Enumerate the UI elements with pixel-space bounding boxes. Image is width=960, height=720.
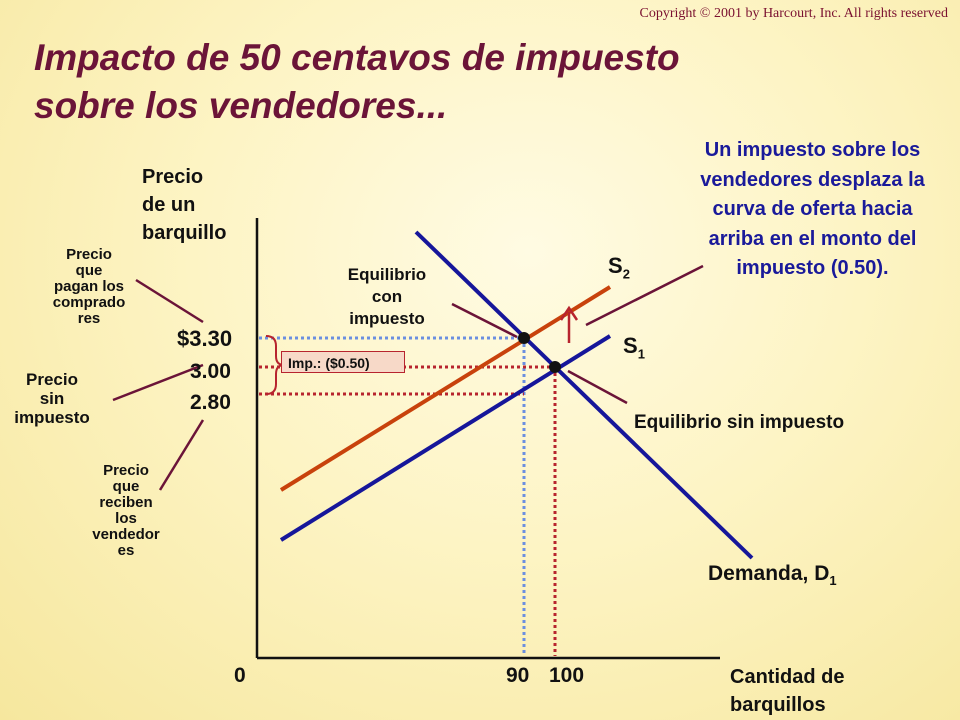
label-no-tax-line: impuesto — [14, 408, 90, 427]
pointer-eq-without-tax — [567, 369, 628, 405]
label-s2-subscript: 2 — [622, 266, 630, 282]
tick-qty-0: 0 — [234, 664, 246, 687]
label-buyers-pay-line: pagan los — [53, 278, 124, 295]
label-demand-subscript: 1 — [829, 573, 837, 589]
y-axis-title-line-1: Precio — [142, 166, 204, 188]
label-eq-tax-line: Equilibrio — [347, 265, 427, 284]
y-axis-title: Precio de un barquillo — [142, 163, 226, 247]
x-axis-title-line-2: barquillos — [730, 694, 826, 716]
label-sellers-receive-line: es — [117, 542, 135, 559]
label-eq-tax-line: impuesto — [349, 309, 425, 328]
equilibrium-with-tax-point — [518, 332, 530, 344]
pointer-tax-note — [585, 264, 704, 327]
tick-qty-100: 100 — [549, 664, 585, 687]
pointer-sellers-receive — [158, 419, 205, 491]
label-buyers-pay-line: comprado — [52, 294, 126, 311]
label-buyers-pay-line: res — [77, 310, 101, 327]
pointer-buyers-pay — [135, 278, 204, 324]
label-demand-d1: Demanda, D1 — [708, 562, 837, 588]
tick-price-3-30: $3.30 — [177, 326, 233, 351]
demand-curve-d1 — [414, 230, 754, 560]
label-buyers-pay-line: Precio — [66, 246, 112, 263]
label-buyers-pay-line: que — [75, 262, 103, 279]
label-buyers-pay: Precio que pagan los comprado res — [36, 247, 142, 327]
label-sellers-receive: Precio que reciben los vendedor es — [74, 463, 178, 559]
label-no-tax-line: sin — [39, 389, 65, 408]
x-axis-title: Cantidad de barquillos — [730, 663, 844, 719]
title-line-2: sobre los vendedores... — [34, 85, 448, 126]
supply-shift-arrowhead — [559, 305, 579, 321]
label-sellers-receive-line: reciben — [99, 494, 153, 511]
title-line-1: Impacto de 50 centavos de impuesto — [34, 37, 680, 78]
tick-price-3-00: 3.00 — [190, 360, 231, 383]
label-s2-letter: S — [608, 253, 623, 278]
tax-amount-box: Imp.: ($0.50) — [281, 351, 405, 373]
label-equilibrium-without-tax: Equilibrio sin impuesto — [634, 412, 845, 433]
label-eq-tax-line: con — [371, 287, 403, 306]
pointer-eq-with-tax — [451, 302, 518, 339]
label-equilibrium-with-tax: Equilibrio con impuesto — [332, 264, 442, 330]
tick-qty-90: 90 — [506, 664, 530, 687]
tax-explanation-note: Un impuesto sobre los vendedores desplaz… — [700, 139, 925, 279]
x-axis-title-line-1: Cantidad de — [730, 666, 845, 688]
supply-curve-s2 — [279, 285, 612, 492]
y-axis-title-line-3: barquillo — [142, 222, 227, 244]
label-supply-s2: S2 — [608, 253, 630, 281]
label-supply-s1: S1 — [623, 333, 645, 361]
label-no-tax-line: Precio — [26, 370, 78, 389]
label-demand-text: Demanda, D — [708, 562, 830, 585]
copyright-notice: Copyright © 2001 by Harcourt, Inc. All r… — [639, 6, 948, 21]
label-s1-subscript: 1 — [637, 346, 645, 362]
tick-price-2-80: 2.80 — [190, 391, 231, 414]
label-price-without-tax: Precio sin impuesto — [2, 370, 102, 427]
equilibrium-without-tax-point — [549, 361, 561, 373]
slide-title: Impacto de 50 centavos de impuesto sobre… — [34, 34, 854, 130]
y-axis-title-line-2: de un — [142, 194, 196, 216]
label-sellers-receive-line: vendedor — [92, 526, 160, 543]
label-sellers-receive-line: que — [112, 478, 140, 495]
label-sellers-receive-line: Precio — [103, 462, 149, 479]
label-sellers-receive-line: los — [115, 510, 137, 527]
pointer-no-tax — [112, 363, 204, 402]
label-s1-letter: S — [623, 333, 638, 358]
